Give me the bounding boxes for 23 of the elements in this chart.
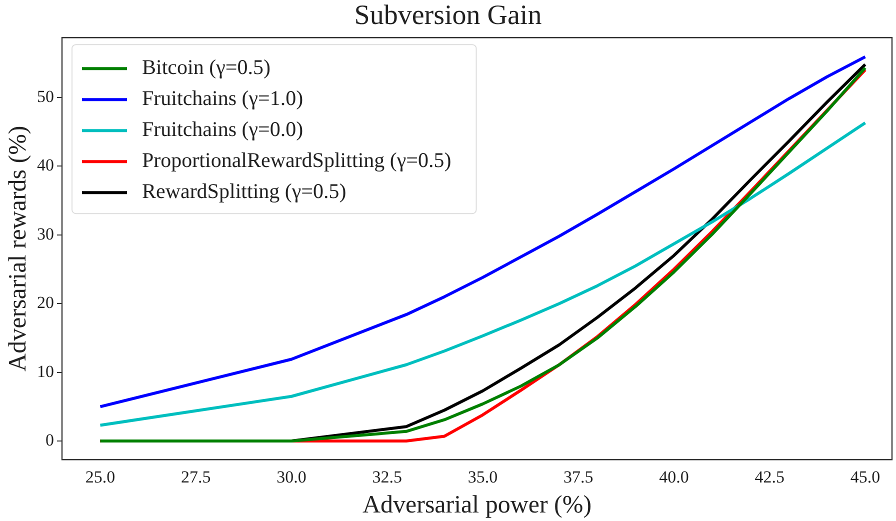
y-tick-label: 30 xyxy=(37,224,54,244)
y-tick-label: 40 xyxy=(37,156,54,175)
legend-label: Fruitchains (γ=0.0) xyxy=(142,117,304,142)
y-tick-label: 20 xyxy=(37,293,54,312)
x-tick-label: 35.0 xyxy=(468,467,498,486)
x-tick-label: 27.5 xyxy=(180,467,211,486)
x-tick-label: 37.5 xyxy=(563,467,594,486)
chart-title: Subversion Gain xyxy=(354,0,542,32)
y-tick-label: 10 xyxy=(37,362,54,381)
legend-label: ProportionalRewardSplitting (γ=0.5) xyxy=(142,148,452,172)
y-axis-title: Adversarial rewards (%) xyxy=(4,126,32,372)
x-tick-label: 45.0 xyxy=(850,467,880,486)
x-tick-label: 32.5 xyxy=(372,467,402,486)
x-tick-label: 30.0 xyxy=(276,467,306,486)
legend-label: Fruitchains (γ=1.0) xyxy=(142,86,304,110)
y-tick-label: 0 xyxy=(46,430,54,450)
legend-label: RewardSplitting (γ=0.5) xyxy=(142,179,346,204)
legend-label: Bitcoin (γ=0.5) xyxy=(142,55,270,80)
x-axis-title: Adversarial power (%) xyxy=(362,492,592,519)
x-tick-label: 42.5 xyxy=(754,467,784,486)
y-tick-label: 50 xyxy=(37,86,54,106)
x-tick-label: 40.0 xyxy=(659,467,689,486)
x-tick-label: 25.0 xyxy=(85,467,116,486)
